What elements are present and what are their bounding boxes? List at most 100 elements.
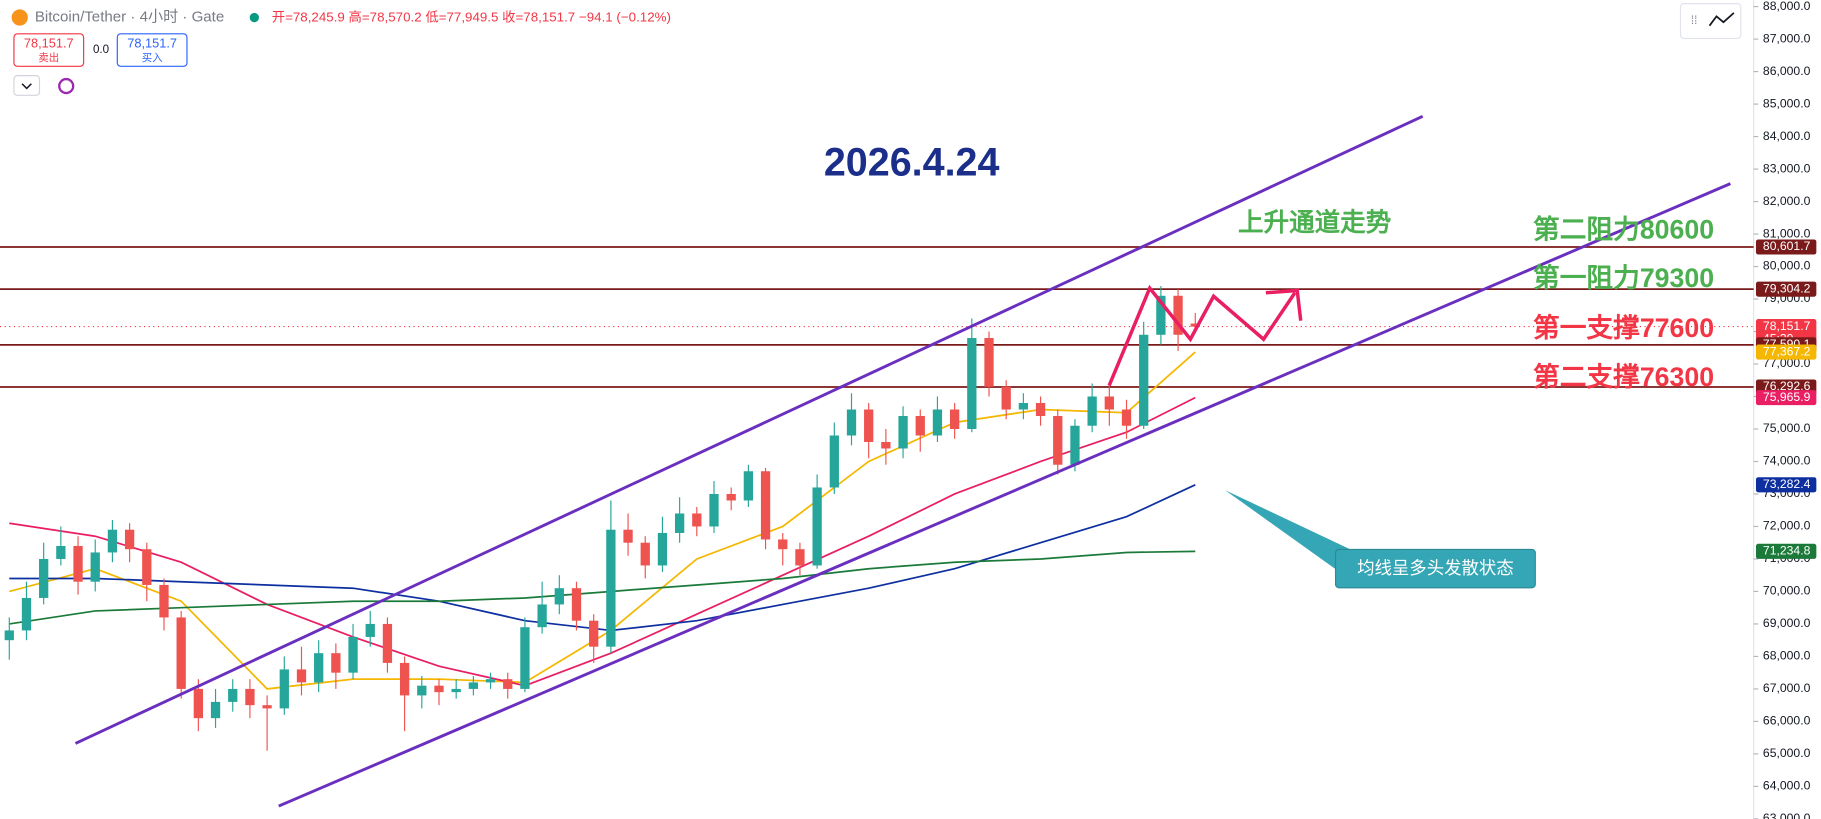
- support-label: 第二支撑76300: [1533, 362, 1714, 392]
- candle-body: [692, 513, 702, 527]
- y-tick-label: 88,000.0: [1763, 0, 1811, 13]
- candle-body: [210, 701, 221, 719]
- y-tick-label: 70,000.0: [1763, 584, 1811, 598]
- y-tick-label: 68,000.0: [1763, 649, 1811, 663]
- coin-icon: [11, 9, 28, 26]
- callout-text: 均线呈多头发散状态: [1357, 558, 1514, 578]
- candle-body: [898, 415, 908, 449]
- candle-body: [39, 558, 49, 598]
- spread: 0.0: [93, 43, 109, 56]
- chevron: [21, 83, 32, 90]
- candle-body: [1121, 409, 1132, 426]
- candle-body: [1070, 425, 1080, 465]
- ohlc-item: 高=78,570.2: [349, 8, 422, 24]
- callout-pointer: [1225, 490, 1353, 570]
- buy-price: 78,151.7: [127, 36, 177, 51]
- y-tick-label: 65,000.0: [1763, 746, 1811, 760]
- candle-body: [485, 679, 496, 683]
- candle-body: [846, 409, 857, 436]
- candle-body: [434, 685, 444, 693]
- candle-body: [606, 529, 616, 647]
- price-tag-label: 80,601.7: [1763, 239, 1811, 253]
- candle-body: [331, 653, 341, 673]
- candle-body: [1173, 295, 1183, 335]
- candle-body: [915, 415, 925, 436]
- candle-body: [554, 588, 564, 605]
- collapse-button[interactable]: [13, 75, 41, 96]
- ohlc-item: 开=78,245.9: [272, 9, 345, 24]
- grip-icon: ⁞⁞: [1691, 14, 1697, 27]
- channel-label: 上升通道走势: [1238, 208, 1392, 237]
- price-tag: [1755, 477, 1817, 493]
- candle-body: [640, 542, 650, 566]
- ohlc-item: −94.1 (−0.12%): [579, 9, 671, 24]
- candle-body: [228, 688, 238, 702]
- candle-body: [142, 549, 152, 585]
- candle-body: [1035, 403, 1046, 416]
- candle-body: [537, 604, 547, 628]
- candle-body: [520, 627, 530, 689]
- candle-body: [107, 529, 118, 553]
- resistance-label: 第一阻力79300: [1533, 263, 1714, 293]
- y-tick-label: 87,000.0: [1763, 31, 1811, 45]
- candle-body: [709, 493, 719, 527]
- candle-body: [623, 529, 633, 543]
- candle-body: [674, 513, 685, 533]
- resistance-label: 第二阻力80600: [1533, 214, 1714, 244]
- candle-body: [159, 584, 169, 618]
- y-tick-label: 86,000.0: [1763, 64, 1811, 78]
- y-tick-label: 77,000.0: [1763, 356, 1811, 370]
- y-tick-label: 63,000.0: [1763, 811, 1811, 819]
- candle-body: [726, 493, 736, 501]
- candle-body: [314, 653, 324, 683]
- candle-body: [778, 539, 788, 550]
- projection-arrow: [1107, 284, 1297, 387]
- buy-text: 买入: [142, 52, 163, 64]
- date-label: 2026.4.24: [824, 140, 1000, 184]
- candle-body: [984, 338, 994, 387]
- candle-body: [56, 545, 66, 559]
- candle-body: [1087, 396, 1097, 426]
- refresh-icon[interactable]: [58, 77, 75, 95]
- callout-box: [1334, 548, 1536, 589]
- y-tick-label: 84,000.0: [1763, 129, 1811, 143]
- price-tag: [1755, 344, 1817, 360]
- price-tag-label: 73,282.4: [1763, 477, 1811, 491]
- candle-body: [1104, 396, 1114, 410]
- price-tag-label: 76,292.6: [1763, 379, 1811, 393]
- candle-body: [932, 409, 943, 436]
- candle-body: [1139, 334, 1149, 426]
- candle-body: [399, 662, 410, 696]
- candle-body: [795, 549, 805, 566]
- price-tag: [1755, 239, 1817, 255]
- candle-body: [73, 545, 83, 582]
- y-tick-label: 83,000.0: [1763, 161, 1811, 175]
- candle-body: [881, 441, 891, 449]
- candle-body: [296, 669, 307, 683]
- ohlc-item: 收=78,151.7: [502, 9, 575, 24]
- trend-icon: [1708, 12, 1735, 27]
- y-tick-label: 80,000.0: [1763, 259, 1811, 273]
- sell-price: 78,151.7: [24, 36, 74, 51]
- price-tag: [1755, 390, 1817, 406]
- candle-body: [193, 688, 204, 719]
- toolbar-widget[interactable]: [1679, 3, 1742, 40]
- price-tag-label: 71,234.8: [1763, 544, 1811, 558]
- candle-body: [1190, 323, 1200, 327]
- y-tick-label: 64,000.0: [1763, 779, 1811, 793]
- candle-body: [262, 705, 272, 709]
- ohlc-item: 低=77,949.5: [425, 9, 498, 24]
- candle-body: [90, 552, 100, 582]
- price-tag: [1755, 281, 1817, 297]
- candle-body: [812, 487, 822, 566]
- candle-body: [743, 471, 754, 501]
- candle-body: [657, 532, 668, 566]
- sell-button[interactable]: [13, 33, 85, 67]
- candle-body: [451, 688, 461, 693]
- buy-button[interactable]: [116, 33, 188, 67]
- candle-body: [571, 588, 582, 621]
- candle-body: [279, 669, 289, 709]
